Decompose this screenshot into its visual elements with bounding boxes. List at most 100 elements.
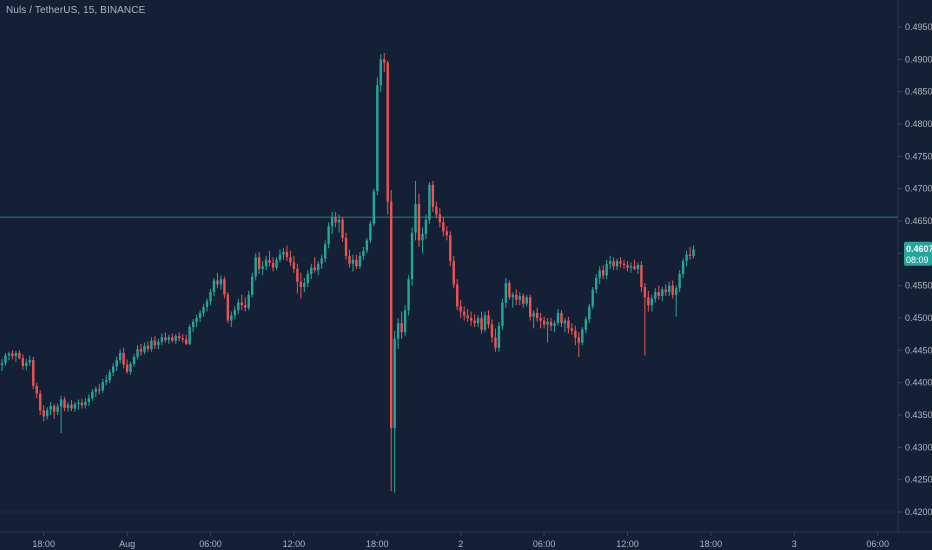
candle [563,318,567,333]
candle-body [383,59,386,63]
candle-body [428,184,431,220]
candle-body [32,360,35,386]
candle-body [299,281,303,287]
candle-body [591,289,594,307]
time-axis[interactable]: 18:00 Aug 06:00 12:00 18:00 2 06:00 12:00 18:00 3… [0,531,932,549]
candle-body [546,321,549,325]
candle [647,290,650,312]
candle [18,350,21,360]
candle [212,277,216,297]
candle-body [605,263,608,276]
candle [278,249,282,263]
candle-body [584,319,587,330]
candle-body [640,264,643,287]
candle-body [63,399,66,408]
candle-body [28,360,31,363]
candle-body [553,323,556,326]
candle [45,407,49,420]
candle [643,283,647,356]
candle-body [313,267,316,271]
candle [143,342,146,355]
candle [539,312,542,329]
candle [549,318,553,331]
candle [480,311,483,334]
candle [98,383,101,395]
candle-body [390,201,393,428]
candle [476,315,480,328]
candle [442,217,445,237]
candle [181,334,184,343]
candle-body [615,261,619,267]
candle-body [205,301,209,308]
candle-body [4,355,7,364]
candle [400,311,403,339]
candle [362,246,365,260]
candle [518,292,521,306]
x-tick-label: 06:00 [199,539,222,549]
candle [522,293,525,308]
candle-body [94,389,98,392]
candle [369,221,372,243]
candle-body [195,318,198,322]
candle-body [240,302,243,306]
candle [487,310,490,329]
candle [674,285,678,317]
candle-body [403,310,407,333]
candle [525,294,528,307]
candle-body [626,264,629,268]
y-tick-label: 0.4250 [905,475,932,485]
candle-body [438,214,442,223]
x-tick-label: Aug [119,539,135,549]
candle-body [494,337,497,348]
candle [254,253,257,281]
candle [535,307,539,322]
candle [77,399,80,410]
candle [574,325,577,346]
price-axis[interactable]: 0.4950 0.4900 0.4850 0.4800 0.4750 0.4700 0.46… [897,0,932,532]
x-tick-label: 18:00 [700,539,723,549]
candle [25,358,28,371]
y-tick-label: 0.4300 [905,442,932,452]
candle [129,361,132,375]
candle [264,255,268,271]
candle [542,316,546,329]
candle [271,257,275,272]
candle [174,334,177,344]
candle-body [344,237,348,256]
candle-body [692,249,695,256]
candle-body [223,279,226,295]
y-tick-label: 0.4500 [905,313,932,323]
candle-body [247,294,250,308]
candle [91,389,94,401]
candle [497,321,501,352]
candle-body [310,267,313,275]
candle [664,284,667,297]
candle [275,257,278,271]
candle-body [105,380,108,383]
candle-body [497,325,501,348]
candle-body [542,320,546,325]
candle [490,319,494,343]
candle-body [487,315,490,325]
x-tick-label: 2 [458,539,463,549]
candle [661,286,664,302]
candle-body [275,259,278,268]
candle [459,299,462,318]
candle-body [157,341,160,346]
candle [320,254,323,269]
candle-body [601,270,605,276]
candle-body [129,363,132,372]
candle [209,288,212,306]
candle-body [654,292,657,299]
candle-body [164,337,167,340]
candle [59,395,63,434]
candle-body [480,318,483,330]
candle [150,337,153,352]
candle [125,359,129,374]
candle [529,294,532,321]
candle-body [341,219,344,238]
candle-body [66,404,70,408]
candle-body [226,294,230,321]
